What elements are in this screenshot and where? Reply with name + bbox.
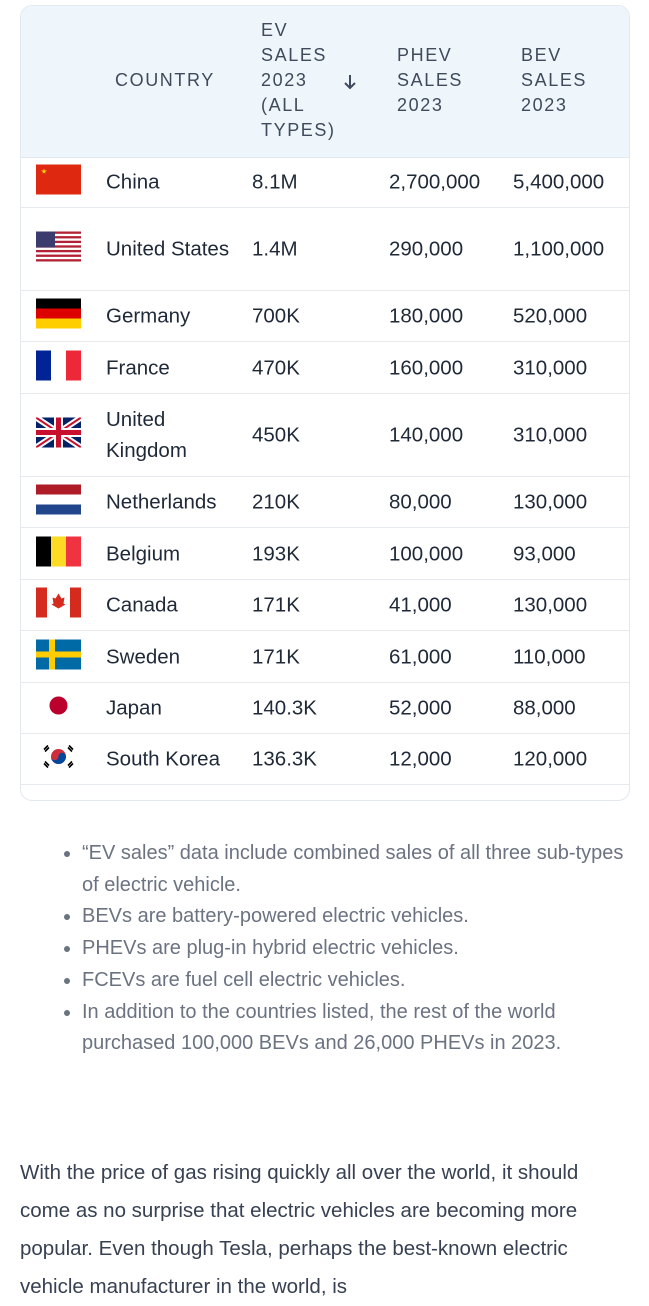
country-cell: United Kingdom: [106, 408, 187, 462]
sales-cell: 310,000: [513, 356, 588, 379]
table-row: Sweden 171K 61,000 110,000: [21, 631, 629, 683]
sales-cell: 130,000: [513, 490, 588, 514]
country-cell: Netherlands: [106, 490, 217, 514]
sales-cell: 171K: [252, 593, 300, 617]
column-header[interactable]: PHEV SALES 2023: [397, 45, 464, 115]
country-cell: United States: [106, 237, 230, 261]
sales-cell: 110,000: [513, 645, 586, 668]
country-cell: China: [106, 170, 160, 194]
sales-cell: 180,000: [389, 304, 464, 328]
flag-icon: [36, 298, 81, 334]
table-row: Germany 700K 180,000 520,000: [21, 291, 629, 342]
sales-cell: 700K: [252, 304, 300, 328]
sales-cell: 1.4M: [252, 237, 298, 261]
sales-cell: 1,100,000: [513, 237, 605, 261]
table-row: Netherlands 210K 80,000 130,000: [21, 477, 629, 528]
country-cell: Belgium: [106, 542, 181, 565]
flag-icon: [36, 231, 81, 267]
table-row: Canada 171K 41,000 130,000: [21, 580, 629, 631]
sales-cell: 193K: [252, 542, 300, 565]
sales-cell: 41,000: [389, 593, 452, 617]
flag-icon: [36, 690, 81, 726]
sales-cell: 470K: [252, 356, 300, 379]
flag-icon: [36, 639, 81, 674]
sales-cell: 12,000: [389, 747, 452, 771]
sales-cell: 450K: [252, 423, 300, 447]
flag-icon: [36, 164, 81, 200]
flag-icon: [36, 741, 81, 777]
sales-cell: 2,700,000: [389, 170, 481, 194]
sort-icon[interactable]: [342, 73, 358, 91]
sales-cell: 136.3K: [252, 747, 317, 771]
country-cell: Japan: [106, 696, 162, 720]
sales-cell: 520,000: [513, 304, 588, 328]
sales-cell: 120,000: [513, 747, 588, 771]
sales-cell: 210K: [252, 490, 300, 514]
flag-icon: [36, 484, 81, 520]
sales-cell: 140.3K: [252, 696, 317, 720]
sales-cell: 290,000: [389, 237, 464, 261]
note-item: FCEVs are fuel cell electric vehicles.: [82, 965, 642, 997]
table-row: France 470K 160,000 310,000: [21, 342, 629, 394]
country-cell: South Korea: [106, 747, 220, 771]
note-item: PHEVs are plug-in hybrid electric vehicl…: [82, 933, 642, 965]
paragraph: With the price of gas rising quickly all…: [20, 1161, 579, 1298]
table-row: United Kingdom 450K 140,000 310,000: [21, 394, 629, 477]
table-row: Belgium 193K 100,000 93,000: [21, 528, 629, 580]
flag-icon: [36, 587, 81, 623]
sales-cell: 8.1M: [252, 170, 298, 194]
sales-cell: 310,000: [513, 423, 588, 447]
note-item: BEVs are battery-powered electric vehicl…: [82, 901, 642, 933]
notes-list: “EV sales” data include combined sales o…: [62, 838, 642, 1060]
note-item: “EV sales” data include combined sales o…: [82, 838, 642, 901]
sales-cell: 80,000: [389, 490, 452, 514]
country-cell: France: [106, 356, 170, 379]
flag-icon: [36, 350, 81, 385]
column-header[interactable]: BEV SALES 2023: [521, 45, 588, 115]
table: COUNTRY EV SALES 2023 (ALL TYPES) PHEV S…: [20, 5, 630, 801]
sales-cell: 61,000: [389, 645, 452, 668]
sales-cell: 160,000: [389, 356, 464, 379]
table-row: South Korea 136.3K 12,000 120,000: [21, 734, 629, 785]
sales-cell: 100,000: [389, 542, 464, 565]
sales-cell: 130,000: [513, 593, 588, 617]
country-cell: Sweden: [106, 645, 181, 668]
sales-cell: 140,000: [389, 423, 464, 447]
sales-cell: 93,000: [513, 542, 576, 565]
sales-cell: 52,000: [389, 696, 452, 720]
sales-cell: 171K: [252, 645, 300, 668]
table-row: China 8.1M 2,700,000 5,400,000: [21, 157, 629, 208]
table-row: United States 1.4M 290,000 1,100,000: [21, 208, 629, 291]
column-header[interactable]: COUNTRY: [115, 70, 215, 90]
country-cell: Germany: [106, 304, 191, 328]
sales-cell: 88,000: [513, 696, 576, 720]
table-row: Japan 140.3K 52,000 88,000: [21, 683, 629, 734]
sales-cell: 5,400,000: [513, 170, 605, 194]
flag-icon: [36, 536, 81, 571]
country-cell: Canada: [106, 593, 178, 617]
flag-icon: [34, 415, 83, 453]
table-header: COUNTRY EV SALES 2023 (ALL TYPES) PHEV S…: [21, 6, 629, 158]
column-header[interactable]: EV SALES 2023 (ALL TYPES): [261, 20, 336, 140]
note-item: In addition to the countries listed, the…: [82, 997, 642, 1060]
